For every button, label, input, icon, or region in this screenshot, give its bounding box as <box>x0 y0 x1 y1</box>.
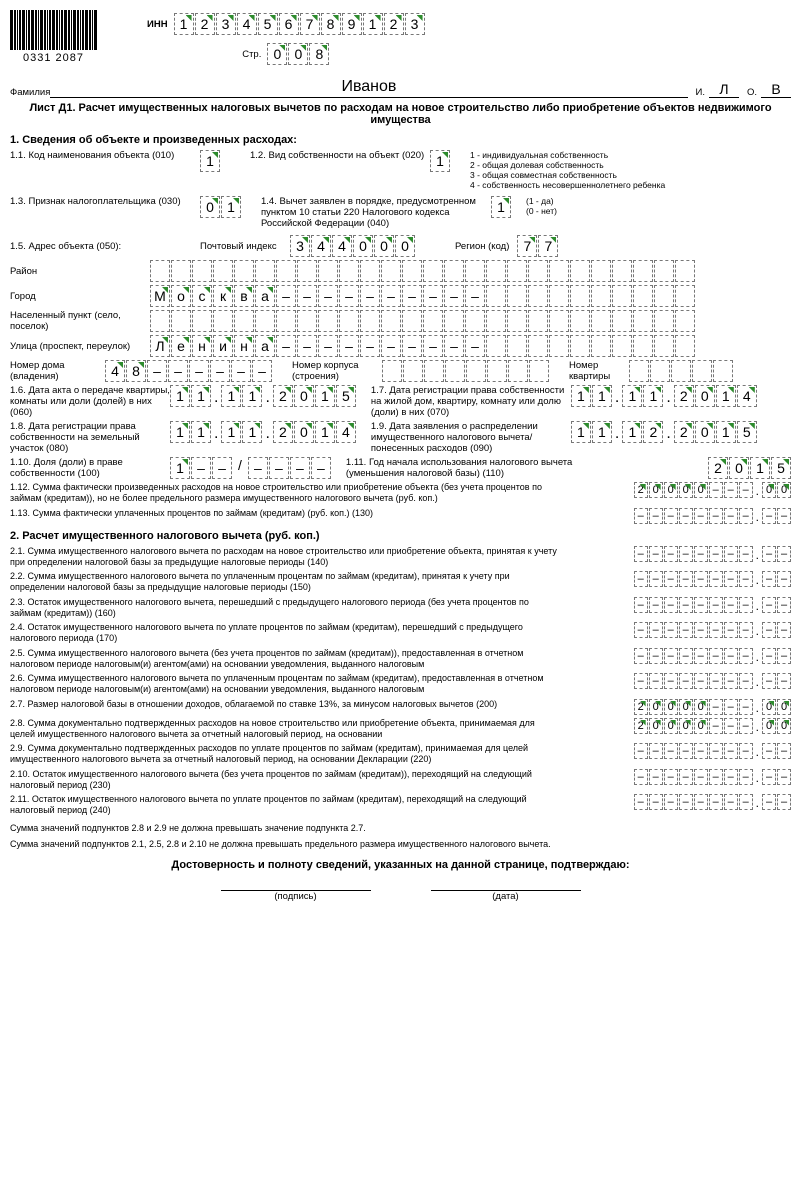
sheet-title: Лист Д1. Расчет имущественных налоговых … <box>10 102 791 126</box>
house-cells: 48–––––– <box>105 360 272 382</box>
l28: 2.8. Сумма документально подтвержденных … <box>10 718 570 741</box>
confirm-text: Достоверность и полноту сведений, указан… <box>10 859 791 871</box>
v113: ––––––––.–– <box>634 508 791 524</box>
l110: 1.10. Доля (доли) в праве собственности … <box>10 457 170 479</box>
flat-cells <box>629 360 733 382</box>
l14: 1.4. Вычет заявлен в порядке, предусмотр… <box>261 196 491 229</box>
l17: 1.7. Дата регистрации права собственност… <box>371 385 571 418</box>
city-cells: Москва–––––––––– <box>150 285 695 307</box>
postal-cells: 344000 <box>290 235 415 257</box>
sign-label: (подпись) <box>221 891 371 902</box>
v28: 20000–––.00 <box>634 718 791 734</box>
l26: 2.6. Сумма имущественного налогового выч… <box>10 673 570 696</box>
v23: ––––––––.–– <box>634 597 791 613</box>
inn-label: ИНН <box>147 19 168 30</box>
raion-cells <box>150 260 695 282</box>
v27: 20000–––.00 <box>634 699 791 715</box>
city-label: Город <box>10 291 150 302</box>
street-cells: Ленина–––––––––– <box>150 335 695 357</box>
v22: ––––––––.–– <box>634 571 791 587</box>
o-label: О. <box>747 87 757 98</box>
l11: 1.1. Код наименования объекта (010) <box>10 150 200 161</box>
date-line <box>431 877 581 891</box>
l25: 2.5. Сумма имущественного налогового выч… <box>10 648 570 671</box>
korpus-cells <box>382 360 549 382</box>
l15: 1.5. Адрес объекта (050): <box>10 241 200 252</box>
l113: 1.13. Сумма фактически уплаченных процен… <box>10 508 570 519</box>
l24: 2.4. Остаток имущественного налогового в… <box>10 622 570 645</box>
inn-cells: 123456789123 <box>174 13 425 35</box>
l29: 2.9. Сумма документально подтвержденных … <box>10 743 570 766</box>
barcode: 0331 2087 <box>10 10 97 64</box>
v11: 1 <box>200 150 220 172</box>
l111: 1.11. Год начала использования налоговог… <box>346 457 616 479</box>
region-label: Регион (код) <box>455 241 509 252</box>
street-label: Улица (проспект, переулок) <box>10 341 150 352</box>
note2: Сумма значений подпунктов 2.1, 2.5, 2.8 … <box>10 839 791 849</box>
v12: 1 <box>430 150 450 172</box>
v29: ––––––––.–– <box>634 743 791 759</box>
v17: 11.11.2014 <box>571 385 757 407</box>
v24: ––––––––.–– <box>634 622 791 638</box>
barcode-label: 0331 2087 <box>23 52 84 64</box>
l27: 2.7. Размер налоговой базы в отношении д… <box>10 699 570 710</box>
v111: 2015 <box>708 457 791 479</box>
house-label: Номер дома (владения) <box>10 360 105 382</box>
section2-title: 2. Расчет имущественного налогового выче… <box>10 530 791 542</box>
v211: ––––––––.–– <box>634 794 791 810</box>
ownership-types: 1 - индивидуальная собственность 2 - общ… <box>470 150 665 190</box>
section1-title: 1. Сведения об объекте и произведенных р… <box>10 134 791 146</box>
settlement-cells <box>150 310 695 332</box>
l14-hint: (1 - да) (0 - нет) <box>526 196 557 216</box>
v14: 1 <box>491 196 511 218</box>
postal-label: Почтовый индекс <box>200 241 290 252</box>
l21: 2.1. Сумма имущественного налогового выч… <box>10 546 570 569</box>
l13: 1.3. Признак налогоплательщика (030) <box>10 196 200 207</box>
page-label: Стр. <box>242 49 261 60</box>
raion-label: Район <box>10 266 150 277</box>
v210: ––––––––.–– <box>634 769 791 785</box>
l19: 1.9. Дата заявления о распределении имущ… <box>371 421 571 454</box>
l22: 2.2. Сумма имущественного налогового выч… <box>10 571 570 594</box>
l12: 1.2. Вид собственности на объект (020) <box>250 150 430 161</box>
l16: 1.6. Дата акта о передаче квартиры, комн… <box>10 385 170 418</box>
l211: 2.11. Остаток имущественного налогового … <box>10 794 570 817</box>
l23: 2.3. Остаток имущественного налогового в… <box>10 597 570 620</box>
initial-o: В <box>761 81 791 98</box>
korpus-label: Номер корпуса (строения) <box>292 360 382 382</box>
date-label: (дата) <box>431 891 581 902</box>
v16: 11.11.2015 <box>170 385 356 407</box>
i-label: И. <box>696 87 705 98</box>
v26: ––––––––.–– <box>634 673 791 689</box>
signature-line <box>221 877 371 891</box>
v19: 11.12.2015 <box>571 421 757 443</box>
l18: 1.8. Дата регистрации права собственност… <box>10 421 170 454</box>
flat-label: Номер квартиры <box>569 360 629 382</box>
v13: 01 <box>200 196 241 218</box>
page-cells: 008 <box>267 43 329 65</box>
v110a: 1–– <box>170 457 232 479</box>
region-cells: 77 <box>517 235 558 257</box>
l112: 1.12. Сумма фактически произведенных рас… <box>10 482 570 505</box>
l210: 2.10. Остаток имущественного налогового … <box>10 769 570 792</box>
v18: 11.11.2014 <box>170 421 356 443</box>
initial-i: Л <box>709 81 739 98</box>
note1: Сумма значений подпунктов 2.8 и 2.9 не д… <box>10 823 791 833</box>
surname-value: Иванов <box>50 78 687 98</box>
settlement-label: Населенный пункт (село, поселок) <box>10 310 150 332</box>
v110b: –––– <box>248 457 331 479</box>
surname-label: Фамилия <box>10 87 50 98</box>
v25: ––––––––.–– <box>634 648 791 664</box>
v112: 20000–––.00 <box>634 482 791 498</box>
v21: ––––––––.–– <box>634 546 791 562</box>
